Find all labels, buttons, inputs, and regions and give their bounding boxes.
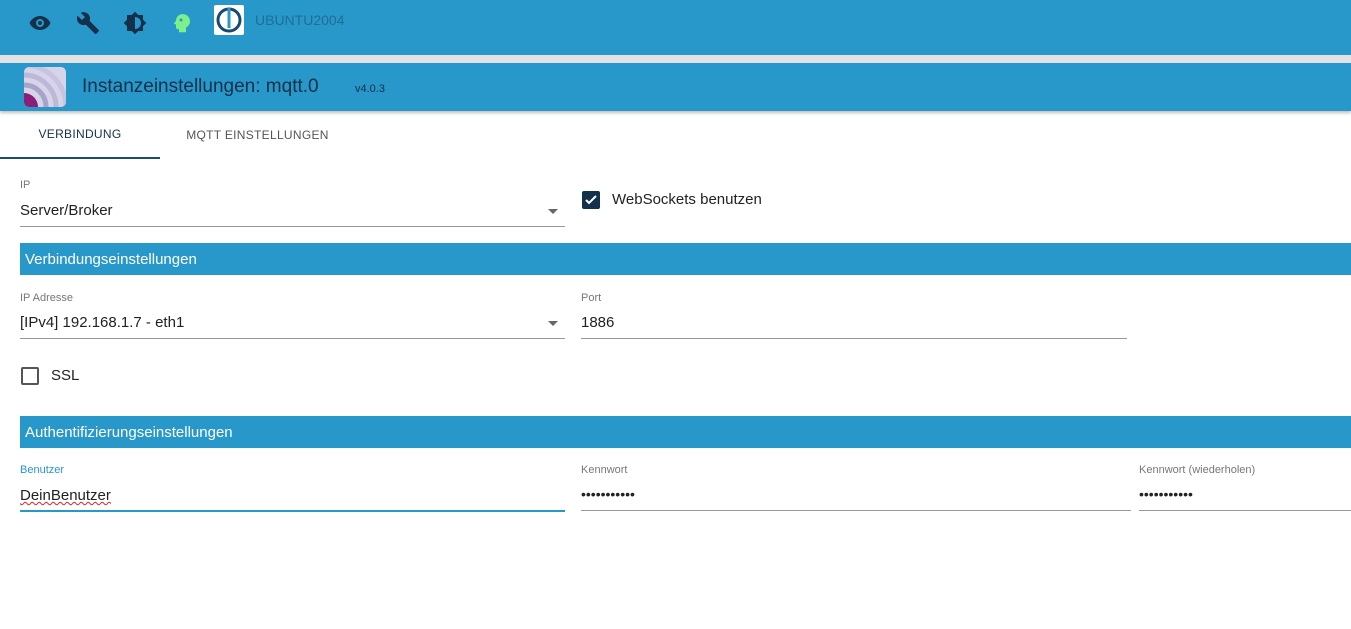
- divider: [0, 55, 1351, 63]
- ip-address-label: IP Adresse: [20, 292, 73, 304]
- chevron-down-icon[interactable]: [548, 209, 558, 214]
- password-underline: [581, 510, 1131, 511]
- brightness-icon[interactable]: [122, 10, 148, 36]
- version-label: v4.0.3: [355, 83, 385, 95]
- websockets-label[interactable]: WebSockets benutzen: [612, 191, 762, 208]
- password-input[interactable]: •••••••••••: [581, 486, 635, 502]
- ip-address-underline: [20, 338, 565, 339]
- port-label: Port: [581, 292, 602, 304]
- section-authentifizierungseinstellungen: Authentifizierungseinstellungen: [20, 416, 1351, 448]
- user-underline: [20, 510, 565, 512]
- user-label: Benutzer: [20, 464, 65, 476]
- password-repeat-input[interactable]: •••••••••••: [1139, 486, 1193, 502]
- port-underline: [581, 338, 1127, 339]
- chevron-down-icon[interactable]: [548, 321, 558, 326]
- host-name: UBUNTU2004: [255, 12, 345, 28]
- iobroker-logo[interactable]: [214, 5, 244, 35]
- ip-select-underline: [20, 226, 565, 227]
- mqtt-adapter-icon: [24, 67, 66, 107]
- ip-address-select[interactable]: [IPv4] 192.168.1.7 - eth1: [20, 314, 185, 331]
- tab-verbindung[interactable]: VERBINDUNG: [0, 111, 160, 159]
- eye-icon[interactable]: [27, 10, 53, 36]
- password-label: Kennwort: [581, 464, 628, 476]
- websockets-checkbox[interactable]: [582, 191, 600, 209]
- top-toolbar: UBUNTU2004: [0, 0, 1351, 55]
- password-repeat-label: Kennwort (wiederholen): [1139, 464, 1256, 476]
- ip-select[interactable]: Server/Broker: [20, 202, 113, 219]
- ssl-label[interactable]: SSL: [51, 367, 80, 384]
- head-icon[interactable]: [169, 10, 195, 36]
- page-title: Instanzeinstellungen: mqtt.0: [82, 76, 319, 97]
- instance-header: Instanzeinstellungen: mqtt.0 v4.0.3: [0, 63, 1351, 111]
- ip-label: IP: [20, 179, 31, 191]
- port-input[interactable]: 1886: [581, 314, 615, 331]
- user-input[interactable]: DeinBenutzer: [20, 487, 111, 504]
- section-verbindungseinstellungen: Verbindungseinstellungen: [20, 243, 1351, 275]
- wrench-icon[interactable]: [75, 10, 101, 36]
- ssl-checkbox[interactable]: [21, 367, 39, 385]
- password-repeat-underline: [1139, 510, 1351, 511]
- tab-mqtt-einstellungen[interactable]: MQTT EINSTELLUNGEN: [186, 128, 329, 142]
